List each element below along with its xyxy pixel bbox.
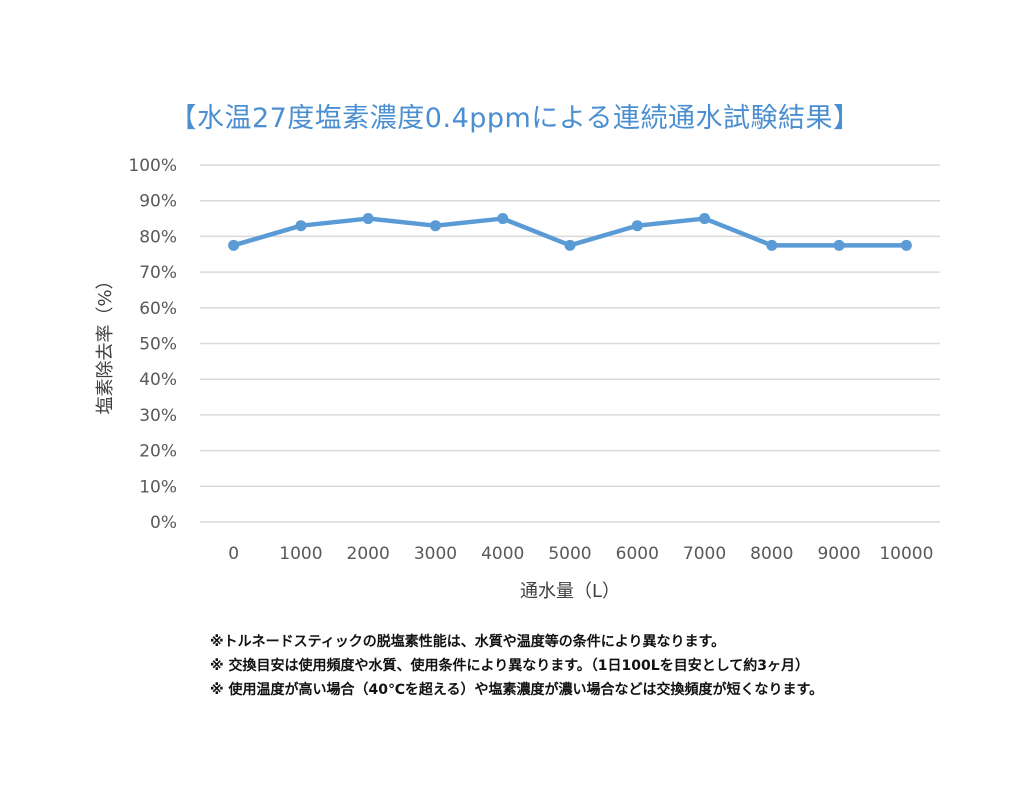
y-tick-label: 20% [139,442,177,462]
data-point [833,239,845,251]
y-tick-label: 70% [139,263,177,283]
x-tick-label: 7000 [683,544,726,564]
y-axis-label: 塩素除去率（%） [95,271,116,415]
data-point [564,239,576,251]
x-tick-label: 3000 [414,544,457,564]
data-point [631,220,643,232]
data-point [900,239,912,251]
y-tick-label: 60% [139,299,177,319]
data-point [295,220,307,232]
y-tick-label: 10% [139,477,177,497]
x-tick-label: 8000 [750,544,793,564]
y-tick-label: 30% [139,406,177,426]
data-point [429,220,441,232]
y-tick-label: 90% [139,192,177,212]
footnote: ※ 交換目安は使用頻度や水質、使用条件により異なります。（1日100Lを目安とし… [210,658,810,674]
footnotes: ※トルネードスティックの脱塩素性能は、水質や温度等の条件により異なります。 ※ … [210,630,823,702]
data-point [228,239,240,251]
y-tick-label: 80% [139,227,177,247]
footnote: ※トルネードスティックの脱塩素性能は、水質や温度等の条件により異なります。 [210,634,726,650]
x-tick-label: 1000 [279,544,322,564]
x-tick-label: 2000 [347,544,390,564]
data-point [362,213,374,225]
x-tick-label: 5000 [548,544,591,564]
footnote: ※ 使用温度が高い場合（40℃を超える）や塩素濃度が濃い場合などは交換頻度が短く… [210,682,824,698]
data-point [699,213,711,225]
x-tick-label: 9000 [817,544,860,564]
x-tick-label: 10000 [879,544,933,564]
data-point [497,213,509,225]
chart-title: 【水温27度塩素濃度0.4ppmによる連続通水試験結果】 [169,103,861,134]
y-tick-label: 0% [150,513,177,533]
y-tick-label: 100% [128,156,177,176]
y-tick-label: 40% [139,370,177,390]
y-tick-label: 50% [139,335,177,355]
x-tick-label: 4000 [481,544,524,564]
x-axis-label: 通水量（L） [519,581,621,602]
x-tick-label: 0 [228,544,239,564]
x-tick-label: 6000 [616,544,659,564]
data-point [766,239,778,251]
